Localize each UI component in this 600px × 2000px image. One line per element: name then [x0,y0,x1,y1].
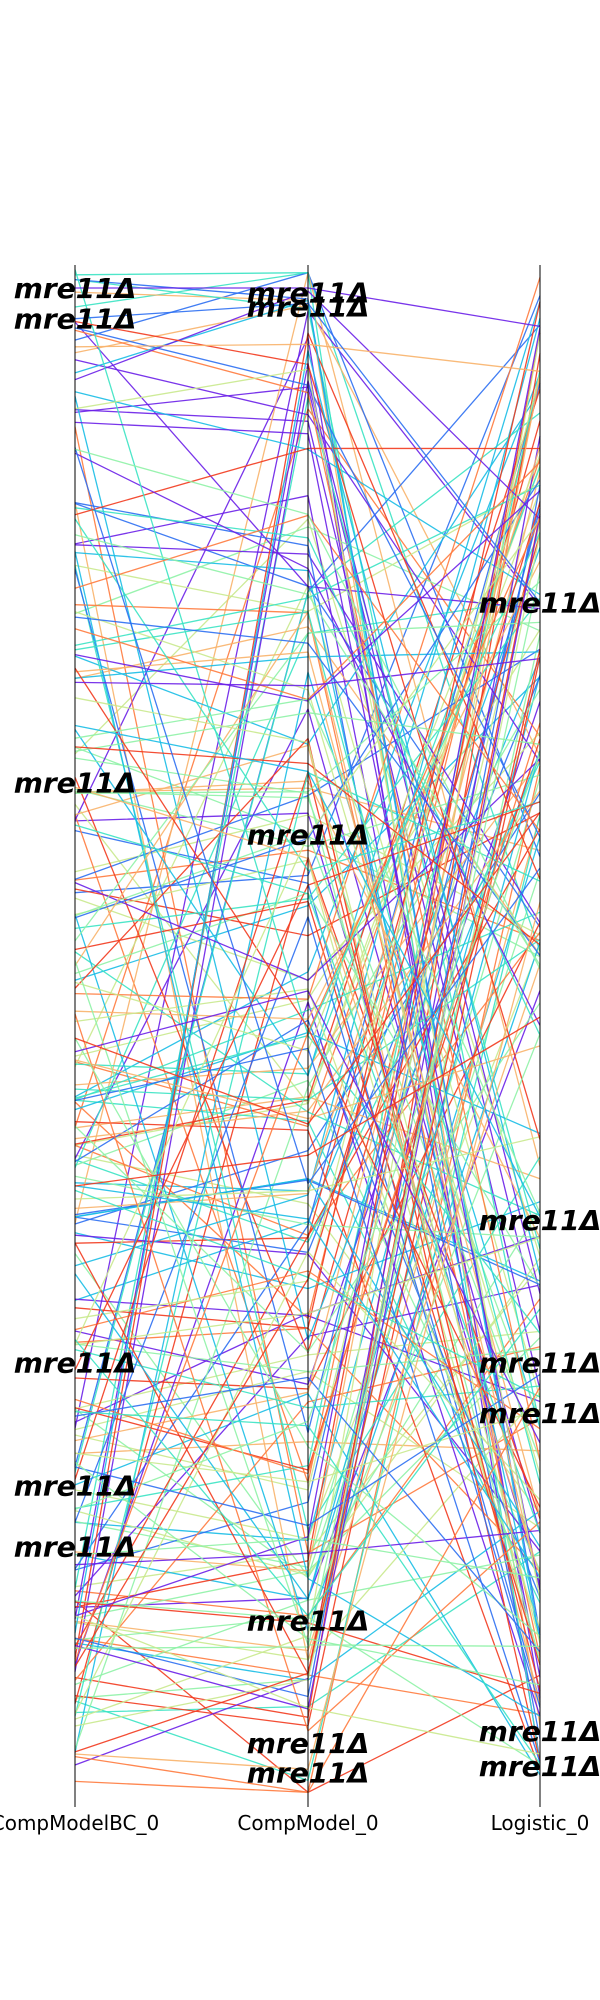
annotation-label-10: mre11Δ [247,1727,370,1760]
axis-label-2: Logistic_0 [491,1811,590,1835]
annotation-label-14: mre11Δ [479,1347,600,1380]
annotation-label-2: mre11Δ [14,766,137,799]
annotation-label-3: mre11Δ [14,1347,137,1380]
annotation-label-11: mre11Δ [247,1756,370,1789]
annotation-label-0: mre11Δ [14,272,137,305]
axis-label-0: CompModelBC_0 [0,1811,159,1835]
annotation-label-8: mre11Δ [247,819,370,852]
annotation-label-4: mre11Δ [14,1469,137,1502]
annotation-label-9: mre11Δ [247,1604,370,1637]
annotation-label-6: mre11Δ [247,277,370,310]
annotation-label-17: mre11Δ [479,1750,600,1783]
annotations: mre11Δmre11Δmre11Δmre11Δmre11Δmre11Δmre1… [14,272,600,1789]
annotation-label-1: mre11Δ [14,303,137,336]
annotation-label-5: mre11Δ [14,1531,137,1564]
annotation-label-15: mre11Δ [479,1397,600,1430]
annotation-label-12: mre11Δ [479,587,600,620]
annotation-label-13: mre11Δ [479,1204,600,1237]
annotation-label-7: mre11Δ [247,290,370,323]
axis-label-1: CompModel_0 [237,1811,378,1835]
axes: CompModelBC_0 CompModel_0 Logistic_0 [0,265,589,1835]
annotation-label-16: mre11Δ [479,1715,600,1748]
